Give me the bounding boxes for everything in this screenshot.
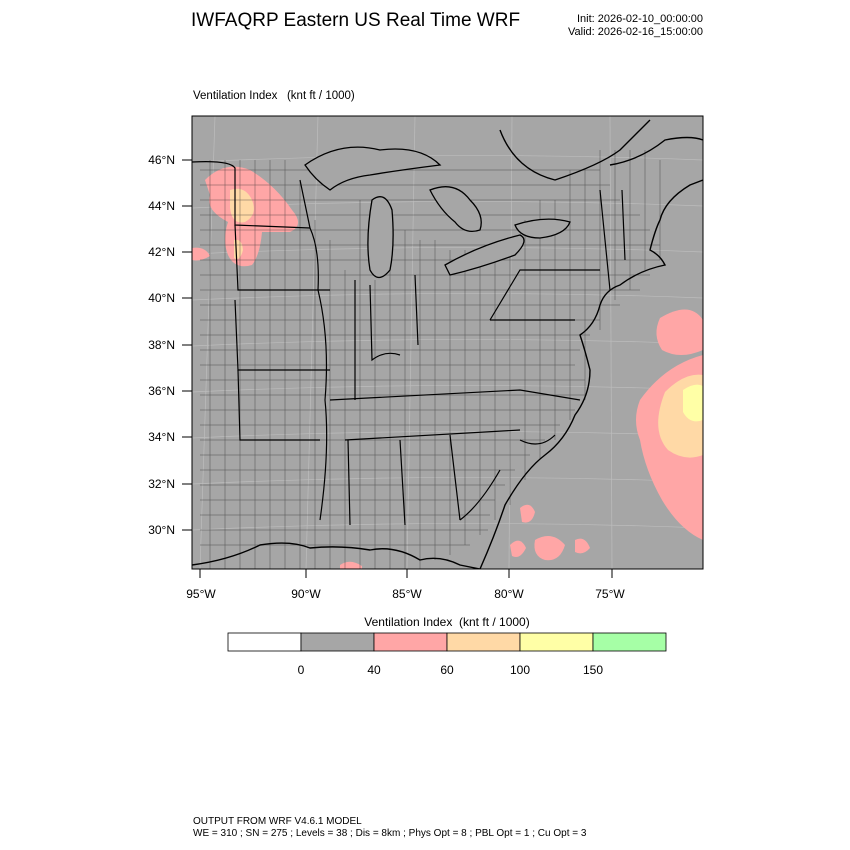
model-info: OUTPUT FROM WRF V4.6.1 MODEL WE = 310 ; … xyxy=(193,816,586,840)
lat-label: 30°N xyxy=(148,523,175,537)
lat-label: 46°N xyxy=(148,153,175,167)
axis-ticks xyxy=(182,159,613,578)
colorbar-title: Ventilation Index (knt ft / 1000) xyxy=(364,615,530,629)
lon-label: 90°W xyxy=(291,587,321,601)
colorbar-box-1 xyxy=(227,632,302,652)
colorbar-box-4 xyxy=(446,632,521,652)
lon-label: 75°W xyxy=(595,587,625,601)
colorbar-box-5 xyxy=(519,632,594,652)
lon-label: 95°W xyxy=(186,587,216,601)
colorbar-box-3 xyxy=(373,632,448,652)
field-label: Ventilation Index (knt ft / 1000) xyxy=(193,90,355,102)
lat-label: 44°N xyxy=(148,199,175,213)
colorbar-box-6 xyxy=(592,632,667,652)
coastline xyxy=(192,119,703,569)
colorbar xyxy=(227,632,667,652)
colorbar-label: 100 xyxy=(509,663,531,677)
lat-label: 38°N xyxy=(148,338,175,352)
model-info-line2: WE = 310 ; SN = 275 ; Levels = 38 ; Dis … xyxy=(193,828,587,839)
colorbar-label: 40 xyxy=(367,663,381,677)
valid-time: Valid: 2026-02-16_15:00:00 xyxy=(568,26,703,38)
lon-label: 85°W xyxy=(392,587,422,601)
great-lakes xyxy=(304,146,571,279)
colorbar-label: 0 xyxy=(297,663,305,677)
model-info-line1: OUTPUT FROM WRF V4.6.1 MODEL xyxy=(193,816,362,827)
lat-label: 32°N xyxy=(148,477,175,491)
lat-label: 36°N xyxy=(148,384,175,398)
run-times: Init: 2026-02-10_00:00:00 Valid: 2026-02… xyxy=(520,13,703,39)
ventilation-shading xyxy=(192,166,703,569)
colorbar-label: 150 xyxy=(582,663,604,677)
colorbar-box-2 xyxy=(300,632,375,652)
lat-label: 34°N xyxy=(148,430,175,444)
lat-label: 42°N xyxy=(148,245,175,259)
map-frame xyxy=(191,115,704,570)
colorbar-label: 60 xyxy=(440,663,454,677)
lon-label: 80°W xyxy=(494,587,524,601)
state-boundaries xyxy=(192,161,626,526)
lat-label: 40°N xyxy=(148,291,175,305)
map-title: IWFAQRP Eastern US Real Time WRF xyxy=(191,10,521,31)
init-time: Init: 2026-02-10_00:00:00 xyxy=(577,13,703,25)
